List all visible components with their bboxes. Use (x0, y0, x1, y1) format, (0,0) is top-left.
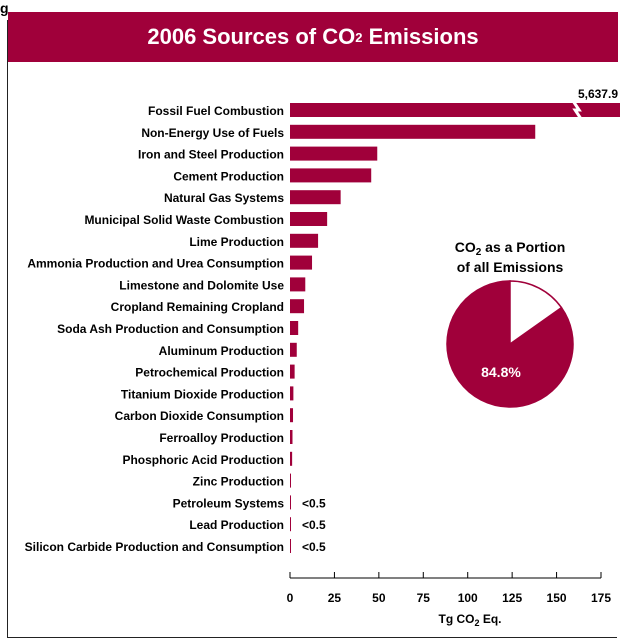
pie-title-main: CO (455, 239, 476, 255)
chart-title-tail: Emissions (362, 24, 479, 49)
category-label-12: Petrochemical Production (135, 366, 284, 380)
bar-7 (290, 255, 313, 270)
category-label-20: Silicon Carbide Production and Consumpti… (25, 540, 284, 554)
x-tick-label-7: 175 (591, 591, 611, 605)
bar-3 (290, 168, 372, 183)
category-label-7: Ammonia Production and Urea Consumption (27, 257, 284, 271)
category-label-15: Ferroalloy Production (159, 431, 284, 445)
bar-17 (290, 473, 291, 488)
category-label-3: Cement Production (173, 169, 284, 183)
chart-title-main: 2006 Sources of CO (147, 24, 356, 49)
x-tick-label-4: 100 (458, 591, 478, 605)
category-label-9: Cropland Remaining Cropland (111, 300, 284, 314)
category-label-19: Lead Production (189, 518, 284, 532)
pie-slice-label-0: 84.8% (481, 364, 521, 380)
value-label-20: <0.5 (302, 540, 326, 554)
bar-12 (290, 364, 295, 379)
bar-16 (290, 451, 293, 466)
bar-20 (290, 539, 291, 553)
bar-0 (290, 103, 620, 117)
x-axis-label-tail: Eq. (480, 612, 502, 626)
figure-label: g (0, 0, 9, 16)
category-label-4: Natural Gas Systems (164, 191, 284, 205)
axis-break-mark (571, 100, 583, 120)
bar-1 (290, 124, 536, 139)
bar-18 (290, 495, 291, 510)
x-tick-label-3: 75 (417, 591, 431, 605)
bar-4 (290, 190, 341, 205)
category-label-0: Fossil Fuel Combustion (148, 104, 284, 118)
bar-series (290, 100, 620, 553)
x-axis-label-main: Tg CO (438, 612, 474, 626)
category-label-16: Phosphoric Acid Production (122, 453, 284, 467)
x-axis-label-sub: 2 (474, 618, 479, 628)
x-tick-label-2: 50 (372, 591, 386, 605)
pie-title-line1: CO2 as a Portion (455, 239, 566, 258)
x-axis: 0 25 50 75 100 125 150 175 (287, 572, 611, 605)
category-label-11: Aluminum Production (159, 344, 284, 358)
bar-8 (290, 277, 306, 292)
pie-title-tail: as a Portion (481, 239, 565, 255)
bar-14 (290, 408, 294, 423)
bar-15 (290, 430, 293, 444)
x-tick-label-1: 25 (328, 591, 342, 605)
pie-chart: 84.8% (446, 280, 574, 408)
x-tick-label-0: 0 (287, 591, 294, 605)
x-axis-label: Tg CO2 Eq. (438, 612, 501, 628)
category-label-8: Limestone and Dolomite Use (119, 278, 284, 292)
category-label-10: Soda Ash Production and Consumption (57, 322, 284, 336)
category-label-17: Zinc Production (193, 475, 284, 489)
category-label-14: Carbon Dioxide Consumption (115, 409, 284, 423)
bar-6 (290, 233, 319, 248)
bar-19 (290, 517, 291, 532)
bar-10 (290, 321, 299, 335)
category-label-5: Municipal Solid Waste Combustion (84, 213, 284, 227)
value-label-0: 5,637.9 (578, 87, 618, 101)
pie-title-sub: 2 (476, 247, 482, 258)
chart-title: 2006 Sources of CO 2 Emissions (8, 12, 618, 62)
bar-9 (290, 299, 305, 314)
category-labels: Fossil Fuel Combustion Non-Energy Use of … (25, 104, 285, 554)
category-label-2: Iron and Steel Production (138, 148, 284, 162)
bar-11 (290, 342, 297, 357)
pie-slice-1 (509, 280, 563, 346)
bar-2 (290, 146, 378, 161)
bar-5 (290, 212, 328, 226)
x-tick-label-6: 150 (547, 591, 567, 605)
chart-frame (7, 20, 617, 638)
value-labels: 5,637.9 <0.5 <0.5 <0.5 (302, 87, 618, 554)
value-label-18: <0.5 (302, 496, 326, 510)
x-tick-label-5: 125 (502, 591, 522, 605)
chart-title-sub: 2 (355, 29, 363, 45)
category-label-6: Lime Production (189, 235, 284, 249)
value-label-19: <0.5 (302, 518, 326, 532)
pie-title-line2: of all Emissions (457, 259, 564, 275)
bar-13 (290, 386, 294, 401)
category-label-1: Non-Energy Use of Fuels (141, 126, 284, 140)
category-label-18: Petroleum Systems (173, 496, 285, 510)
category-label-13: Titanium Dioxide Production (121, 387, 284, 401)
